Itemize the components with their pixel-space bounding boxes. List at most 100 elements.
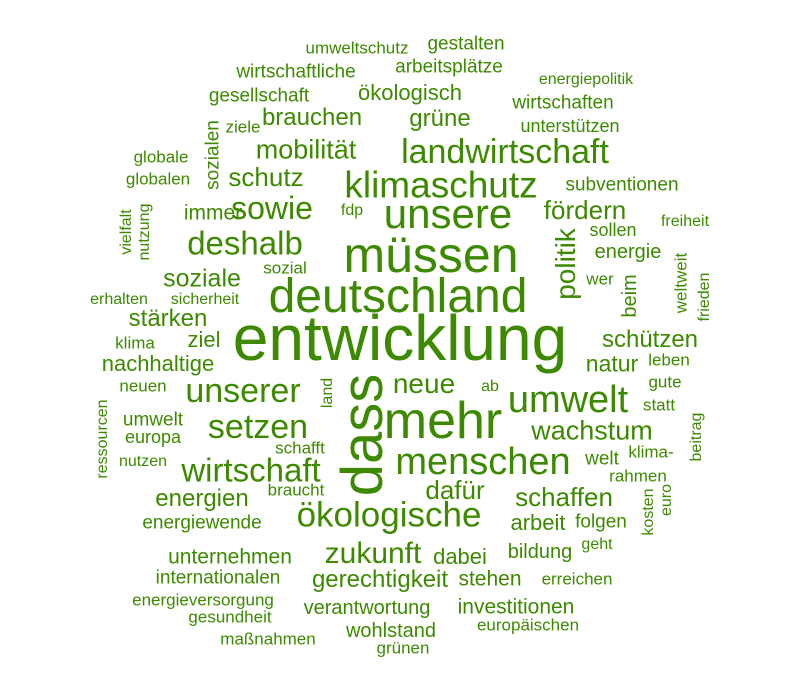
word: gesundheit xyxy=(188,607,272,627)
word: dabei xyxy=(433,544,487,569)
word: brauchen xyxy=(261,104,363,131)
word: maßnahmen xyxy=(220,629,316,649)
word: ziele xyxy=(225,117,261,137)
word: energiewende xyxy=(142,512,262,534)
word: beim xyxy=(619,274,641,318)
word: gesellschaft xyxy=(208,85,310,107)
word: klimaschutz xyxy=(344,164,538,206)
word: energie xyxy=(594,241,662,263)
word: weltweit xyxy=(671,252,691,314)
word: bildung xyxy=(507,541,573,563)
word: wer xyxy=(586,269,614,289)
word: erhalten xyxy=(90,291,148,308)
word: dafür xyxy=(425,475,485,505)
word: europäischen xyxy=(476,615,580,635)
word: gerechtigkeit xyxy=(311,566,449,593)
word: ökologische xyxy=(296,495,482,535)
word: grünen xyxy=(376,638,430,658)
word: entwicklung xyxy=(232,302,568,374)
word: frieden xyxy=(696,272,713,322)
word: ressourcen xyxy=(94,399,111,479)
word: wirtschaften xyxy=(512,92,614,114)
word: internationalen xyxy=(155,567,281,589)
word: umwelt xyxy=(507,379,629,421)
word: kosten xyxy=(640,488,657,536)
word: wirtschaft xyxy=(181,451,321,489)
word: politik xyxy=(550,228,581,300)
word: vielfalt xyxy=(118,209,135,255)
word: gestalten xyxy=(427,33,505,55)
word: geht xyxy=(581,536,613,553)
word: arbeitsplätze xyxy=(395,56,503,78)
word: setzen xyxy=(207,408,309,446)
word: leben xyxy=(648,350,690,370)
word: stärken xyxy=(128,305,208,332)
word: soziale xyxy=(163,264,241,293)
word: nutzung xyxy=(136,203,153,261)
word: landwirtschaft xyxy=(401,133,609,171)
word: menschen xyxy=(395,441,571,483)
word: schafft xyxy=(275,438,325,458)
word: schützen xyxy=(601,326,699,353)
word: sollen xyxy=(589,220,637,240)
word: fördern xyxy=(543,195,627,225)
word: braucht xyxy=(267,480,325,500)
word: nutzen xyxy=(118,453,168,470)
word: unternehmen xyxy=(168,545,292,569)
word: energieversorgung xyxy=(132,590,274,610)
word: sowie xyxy=(231,190,313,226)
word: freiheit xyxy=(660,213,710,230)
word: gute xyxy=(648,372,682,392)
word: sozial xyxy=(263,258,307,278)
word: energien xyxy=(155,485,249,512)
word: mehr xyxy=(383,392,503,450)
word: mobilität xyxy=(255,134,357,165)
word: deutschland xyxy=(268,270,528,323)
word: europa xyxy=(124,427,182,447)
word: folgen xyxy=(575,511,627,533)
word: welt xyxy=(585,448,619,470)
word: umweltschutz xyxy=(305,38,409,58)
word: sicherheit xyxy=(170,291,240,308)
word: rahmen xyxy=(609,466,667,486)
word: natur xyxy=(585,350,639,377)
word: nachhaltige xyxy=(101,351,215,376)
word: globalen xyxy=(125,169,191,189)
word: deshalb xyxy=(187,224,303,262)
word: schaffen xyxy=(515,482,613,512)
word: schutz xyxy=(228,162,304,192)
word: unterstützen xyxy=(520,116,620,136)
word: beitrag xyxy=(688,412,705,462)
word: unserer xyxy=(185,372,301,410)
word: energiepolitik xyxy=(538,71,634,88)
word: müssen xyxy=(343,227,519,283)
word: wohlstand xyxy=(345,620,437,642)
word: globale xyxy=(133,147,189,167)
word: klima xyxy=(115,333,155,353)
word: neue xyxy=(392,368,456,399)
word: land xyxy=(319,377,336,409)
word: investitionen xyxy=(457,595,575,619)
word: wachstum xyxy=(531,415,653,446)
word: immer xyxy=(183,201,243,225)
word: ziel xyxy=(187,327,221,352)
word: arbeit xyxy=(510,510,566,535)
word: klima- xyxy=(628,442,674,462)
word: statt xyxy=(642,395,676,415)
word: erreichen xyxy=(541,569,613,589)
word: grüne xyxy=(409,105,471,132)
word: fdp xyxy=(340,202,364,219)
word: verantwortung xyxy=(303,597,431,619)
word: umwelt xyxy=(122,409,184,431)
word: unsere xyxy=(383,190,513,237)
word: zukunft xyxy=(324,537,422,570)
word: sozialen xyxy=(202,120,224,190)
word: ökologisch xyxy=(358,80,462,105)
word: euro xyxy=(658,483,675,517)
word: ab xyxy=(481,378,499,395)
word: stehen xyxy=(458,567,522,591)
word: subventionen xyxy=(565,174,679,196)
word: neuen xyxy=(119,376,167,396)
word: wirtschaftliche xyxy=(236,61,356,83)
